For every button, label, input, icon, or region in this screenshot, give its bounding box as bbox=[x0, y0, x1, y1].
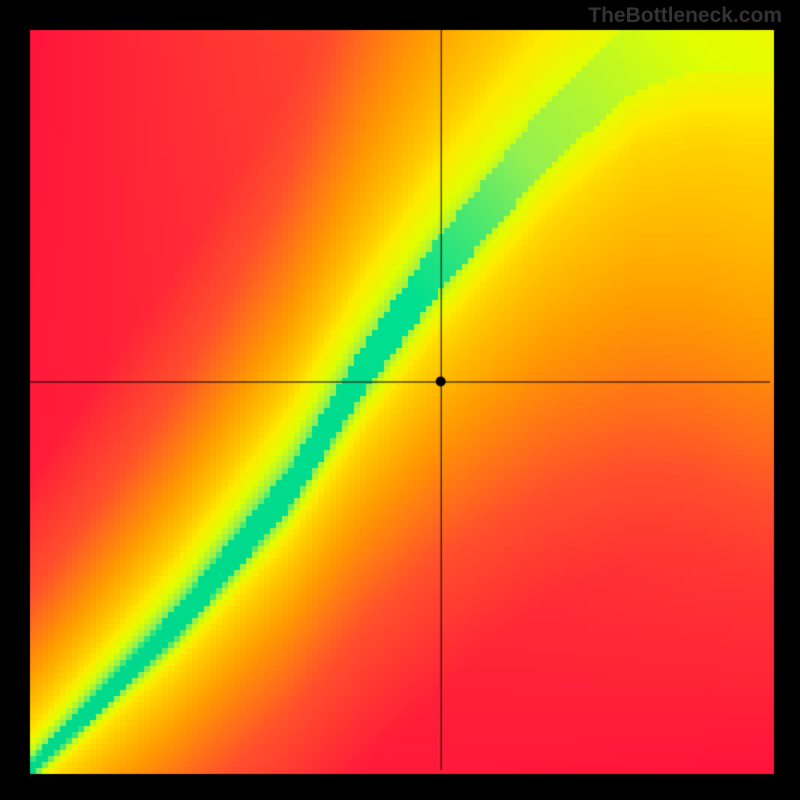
watermark-text: TheBottleneck.com bbox=[588, 4, 782, 28]
heatmap-canvas bbox=[0, 0, 800, 800]
root: TheBottleneck.com bbox=[0, 0, 800, 800]
